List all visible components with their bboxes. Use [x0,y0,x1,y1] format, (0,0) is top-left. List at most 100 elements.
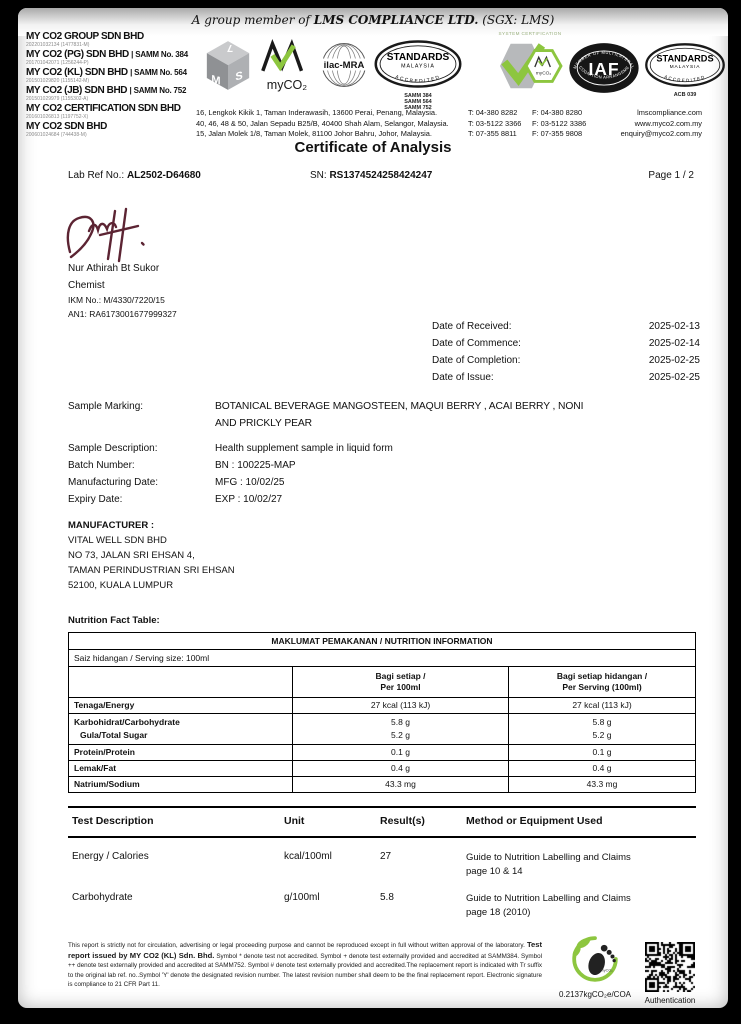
samm-564: SAMM 564 [404,99,432,105]
syscert-myco2-text: myCO₂ [536,71,552,77]
nutrient-name: Lemak/Fat [68,760,293,777]
nutrition-table: MAKLUMAT PEMAKANAN / NUTRITION INFORMATI… [68,632,696,793]
per100-value: 0.1 g [292,744,509,761]
manufacturer-line: 52100, KUALA LUMPUR [68,580,174,591]
address-block: 16, Lengkok Kikik 1, Taman Inderawasih, … [196,108,449,140]
date-value: 2025-02-13 [648,321,700,332]
date-label: Date of Received: [432,321,512,332]
company-list: MY CO2 GROUP SDN BHD 202201032134 (14778… [26,31,221,139]
serving-value: 27 kcal (113 kJ) [508,697,696,714]
test-unit: g/100ml [284,892,320,903]
marking-line: AND PRICKLY PEAR [215,418,313,429]
serial-number: SN: RS1374524258424247 [310,170,432,181]
sample-info: Sample Marking: BOTANICAL BEVERAGE MANGO… [68,398,678,508]
sample-value: BN : 100225-MAP [215,460,296,471]
col-perserving: Bagi setiap hidangan / Per Serving (100ml… [508,666,696,698]
page-number: Page 1 / 2 [648,170,694,181]
company-name: MY CO2 (JB) SDN BHD [26,85,128,96]
group-company: LMS COMPLIANCE LTD. [313,13,479,27]
document-title: Certificate of Analysis [294,139,452,156]
acb-number: ACB 039 [673,92,697,98]
svg-text:ACCREDITED: ACCREDITED [394,74,441,84]
date-value: 2025-02-25 [648,355,700,366]
company-samm: | SAMM No. 752 [129,86,187,95]
sample-marking-value: BOTANICAL BEVERAGE MANGOSTEEN, MAQUI BER… [215,398,678,432]
signatory-an1: AN1: RA6173001677999327 [68,308,177,319]
accredited-arc-text: ACCREDITED [664,74,705,83]
company-entry: MY CO2 CERTIFICATION SDN BHD 20160102681… [26,103,221,120]
nutrition-row: Lemak/Fat 0.4 g 0.4 g [68,760,696,777]
company-samm: | SAMM No. 384 [131,50,188,59]
sample-row: Sample Description: Health supplement sam… [68,440,678,457]
malaysia-text: MALAYSIA [401,63,435,69]
test-method: Guide to Nutrition Labelling and Claims p… [466,852,631,877]
signatory-ikm: IKM No.: M/4330/7220/15 [68,295,165,305]
qr-label: Authentication [644,996,696,1005]
per100-value: 43.3 mg [292,776,509,793]
date-label: Date of Commence: [432,338,521,349]
svg-text:M: M [211,73,220,87]
standards-malaysia-acb-logo-icon: STANDARDS MALAYSIA ACCREDITED ACB 039 [644,43,726,98]
lab-ref-value: AL2502-D64680 [126,170,201,181]
lab-ref: Lab Ref No.: AL2502-D64680 [68,170,201,181]
standards-malaysia-samm-logo-icon: STANDARDS MALAYSIA ACCREDITED SAMM 384 S… [373,40,463,111]
sample-value: EXP : 10/02/27 [215,494,283,505]
company-reg: 201601026813 (1197752-X) [26,114,89,120]
svg-text:L: L [225,44,237,55]
per100-value: 0.4 g [292,760,509,777]
manufacturer-line: TAMAN PERINDUSTRIAN SRI EHSAN [68,565,235,576]
nutrient-name: Tenaga/Energy [68,697,293,714]
disclaimer-text: This report is strictly not for circulat… [68,940,542,990]
test-unit: kcal/100ml [284,851,332,862]
test-row: Carbohydrate g/100ml 5.8 Guide to Nutrit… [68,879,696,920]
serving-value: 0.1 g [508,744,696,761]
address-line: 15, Jalan Molek 1/8, Taman Molek, 81100 … [196,129,432,139]
company-entry: MY CO2 GROUP SDN BHD 202201032134 (14778… [26,31,221,48]
manufacturer-label: MANUFACTURER : [68,520,155,531]
sample-marking-row: Sample Marking: BOTANICAL BEVERAGE MANGO… [68,398,678,432]
manufacturer-line: NO 73, JALAN SRI EHSAN 4, [68,550,195,561]
group-prefix: A group member of [191,13,310,27]
marking-line: BOTANICAL BEVERAGE MANGOSTEEN, MAQUI BER… [215,401,584,412]
tel: T: 04-380 8282 [468,108,518,117]
per100-value: 27 kcal (113 kJ) [292,697,509,714]
company-name: MY CO2 CERTIFICATION SDN BHD [26,103,181,114]
nutrition-row: Karbohidrat/Carbohydrate Gula/Total Sugar… [68,713,696,745]
col-unit: Unit [284,815,305,827]
test-method: Guide to Nutrition Labelling and Claims p… [466,893,631,918]
group-member-line: A group member of LMS COMPLIANCE LTD. (S… [18,8,728,36]
accredited-arc-text: ACCREDITED [394,74,440,84]
date-row: Date of Issue: 2025-02-25 [432,369,700,386]
col-results: Result(s) [380,815,425,827]
standards-text: STANDARDS [656,53,713,63]
footprint-value: 0.2137kgCO₂e/COA [558,990,632,999]
date-label: Date of Issue: [432,372,494,383]
company-name: MY CO2 GROUP SDN BHD [26,31,144,42]
test-results-table: Test Description Unit Result(s) Method o… [68,806,696,920]
tel: T: 07-355 8811 [468,129,517,139]
fax: F: 04-380 8280 [532,108,583,117]
per100-value: 5.8 g 5.2 g [292,713,509,745]
sample-row: Expiry Date: EXP : 10/02/27 [68,491,678,508]
date-row: Date of Completion: 2025-02-25 [432,352,700,369]
test-row: Energy / Calories kcal/100ml 27 Guide to… [68,838,696,879]
sample-label: Batch Number: [68,460,135,471]
email: enquiry@myco2.com.my [620,129,702,139]
website: www.myco2.com.my [634,118,702,128]
samm-384: SAMM 384 [404,93,432,99]
group-suffix: (SGX: LMS) [482,13,555,27]
sn-value: RS1374524258424247 [329,170,433,181]
serving-value: 43.3 mg [508,776,696,793]
company-entry: MY CO2 (JB) SDN BHD | SAMM No. 752 20150… [26,85,221,102]
dates-block: Date of Received: 2025-02-13 Date of Comm… [432,318,700,386]
company-name: MY CO2 (KL) SDN BHD [26,67,128,78]
nutrient-name: Natrium/Sodium [68,776,293,793]
company-reg: 201501029820 (1155142-M) [26,78,90,84]
svg-text:ACCREDITED: ACCREDITED [664,74,707,83]
sample-value: Health supplement sample in liquid form [215,443,393,454]
manufacturer-line: VITAL WELL SDN BHD [68,535,167,546]
nutrition-row: Tenaga/Energy 27 kcal (113 kJ) 27 kcal (… [68,697,696,714]
company-reg: 200601024684 (744438-M) [26,132,87,138]
system-certification-logo-icon: SYSTEM CERTIFICATION myCO₂ [495,31,565,101]
date-value: 2025-02-25 [648,372,700,383]
